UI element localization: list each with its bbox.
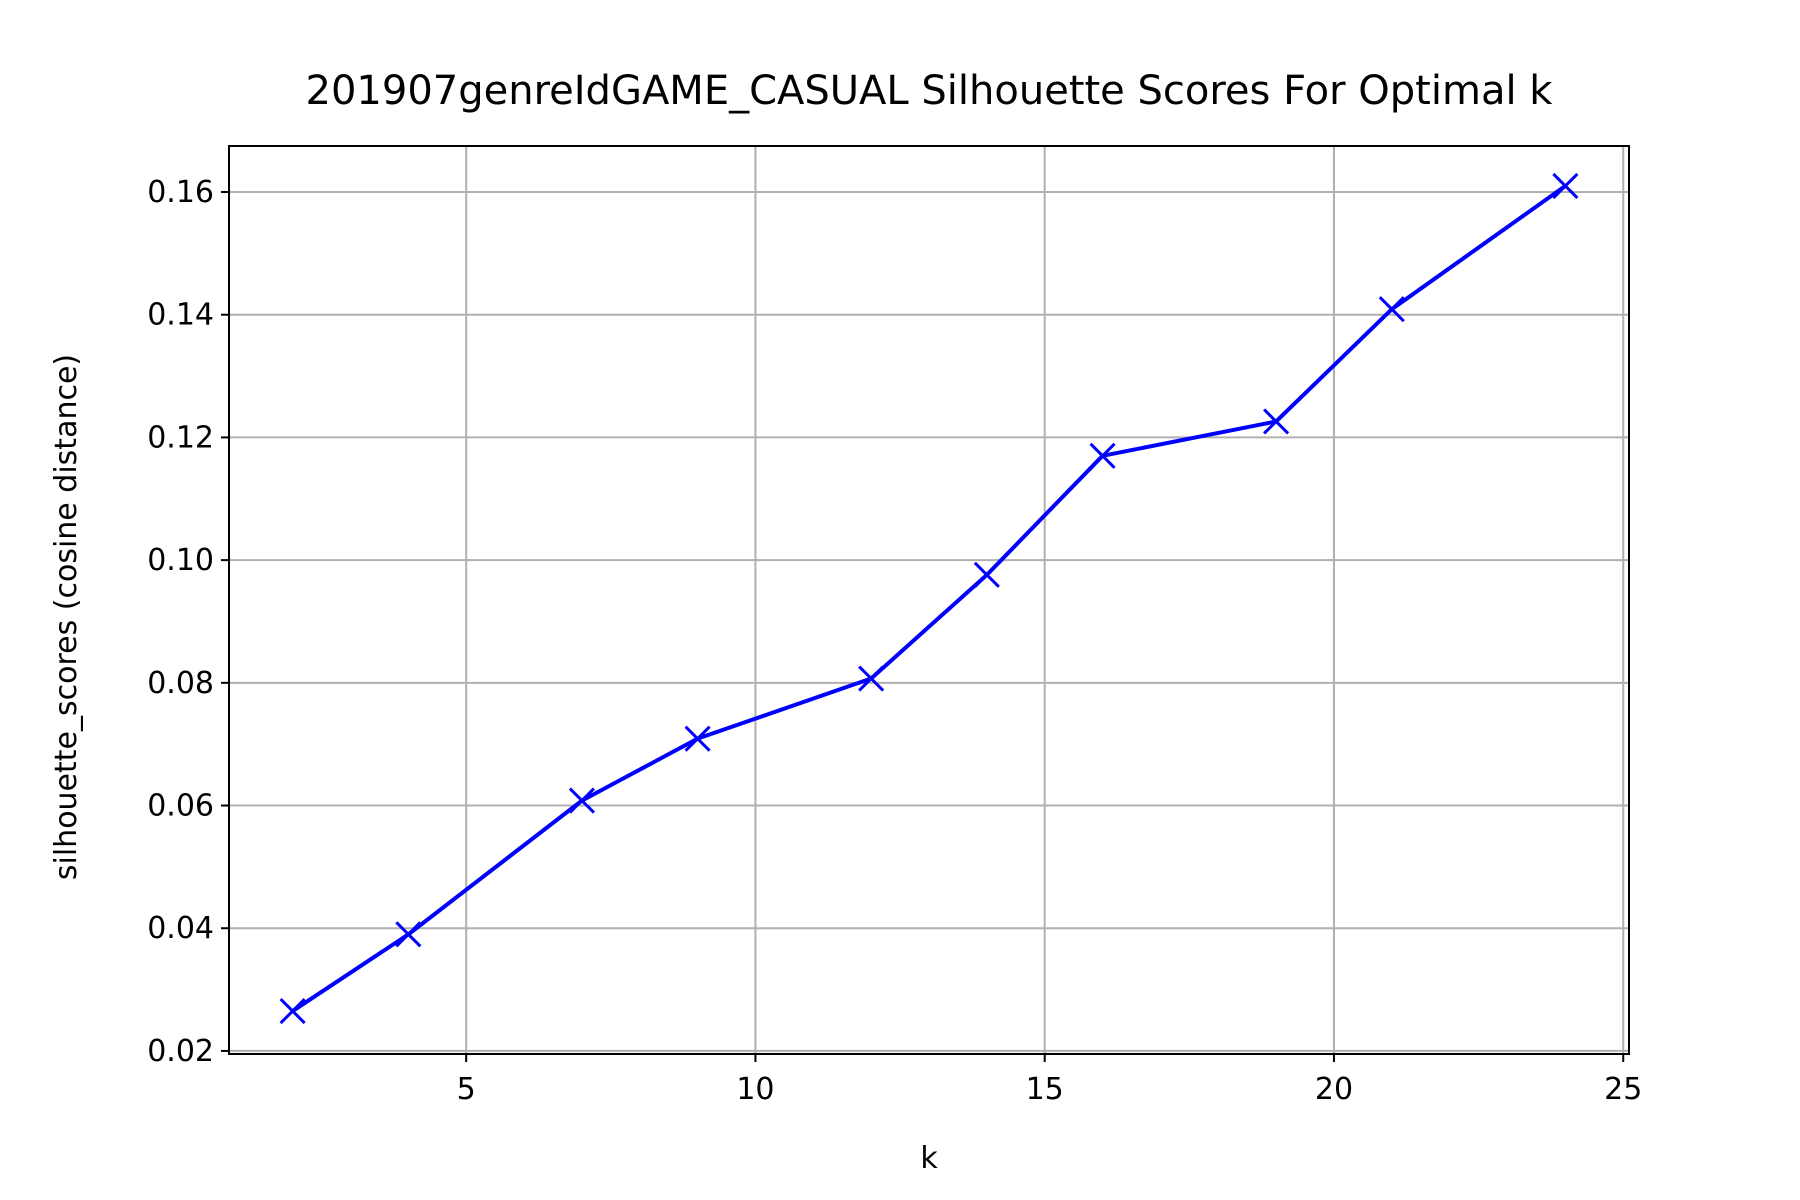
data-point-x-marker <box>1552 172 1579 199</box>
y-tick-label: 0.12 <box>147 420 214 455</box>
data-series <box>279 172 1579 1025</box>
marker-stroke <box>395 921 422 948</box>
marker-stroke <box>1263 408 1290 435</box>
y-tick-label: 0.02 <box>147 1034 214 1069</box>
data-point-x-marker <box>973 561 1000 588</box>
marker-stroke <box>1089 442 1116 469</box>
data-point-x-marker <box>1089 442 1116 469</box>
y-tick-label: 0.14 <box>147 298 214 333</box>
data-point-x-marker <box>279 997 306 1025</box>
marker-stroke <box>279 997 306 1025</box>
data-point-x-marker <box>858 665 885 692</box>
y-tick-label: 0.06 <box>147 789 214 824</box>
x-axis-title: k <box>920 1141 938 1176</box>
marker-stroke <box>568 787 595 814</box>
x-tick-label: 20 <box>1315 1072 1353 1107</box>
y-tick-label: 0.04 <box>147 911 214 946</box>
axis-ticks: 5 10 15 20 25 0.02 0.04 0.06 0.08 0.10 0.12 0.14 0.1… <box>147 175 1642 1107</box>
marker-stroke <box>973 561 1000 588</box>
x-tick-label: 10 <box>736 1072 774 1107</box>
y-axis-title: silhouette_scores (cosine distance) <box>49 354 84 880</box>
x-tick-label: 15 <box>1026 1072 1064 1107</box>
data-point-x-marker <box>568 787 595 814</box>
x-tick-label: 25 <box>1604 1072 1642 1107</box>
y-tick-label: 0.10 <box>147 543 214 578</box>
marker-stroke <box>1378 296 1405 323</box>
grid-lines <box>229 146 1629 1054</box>
plot-frame <box>228 145 1630 1055</box>
data-point-x-marker <box>1263 408 1290 435</box>
marker-stroke <box>858 665 885 692</box>
series-line <box>290 183 1568 1014</box>
y-tick-label: 0.16 <box>147 175 214 210</box>
x-tick-label: 5 <box>457 1072 476 1107</box>
chart-title: 201907genreIdGAME_CASUAL Silhouette Scor… <box>306 68 1554 114</box>
marker-stroke <box>684 725 711 752</box>
y-tick-label: 0.08 <box>147 666 214 701</box>
data-point-x-marker <box>1378 296 1405 323</box>
data-point-x-marker <box>395 921 422 948</box>
data-point-x-marker <box>684 725 711 752</box>
marker-stroke <box>1552 172 1579 199</box>
